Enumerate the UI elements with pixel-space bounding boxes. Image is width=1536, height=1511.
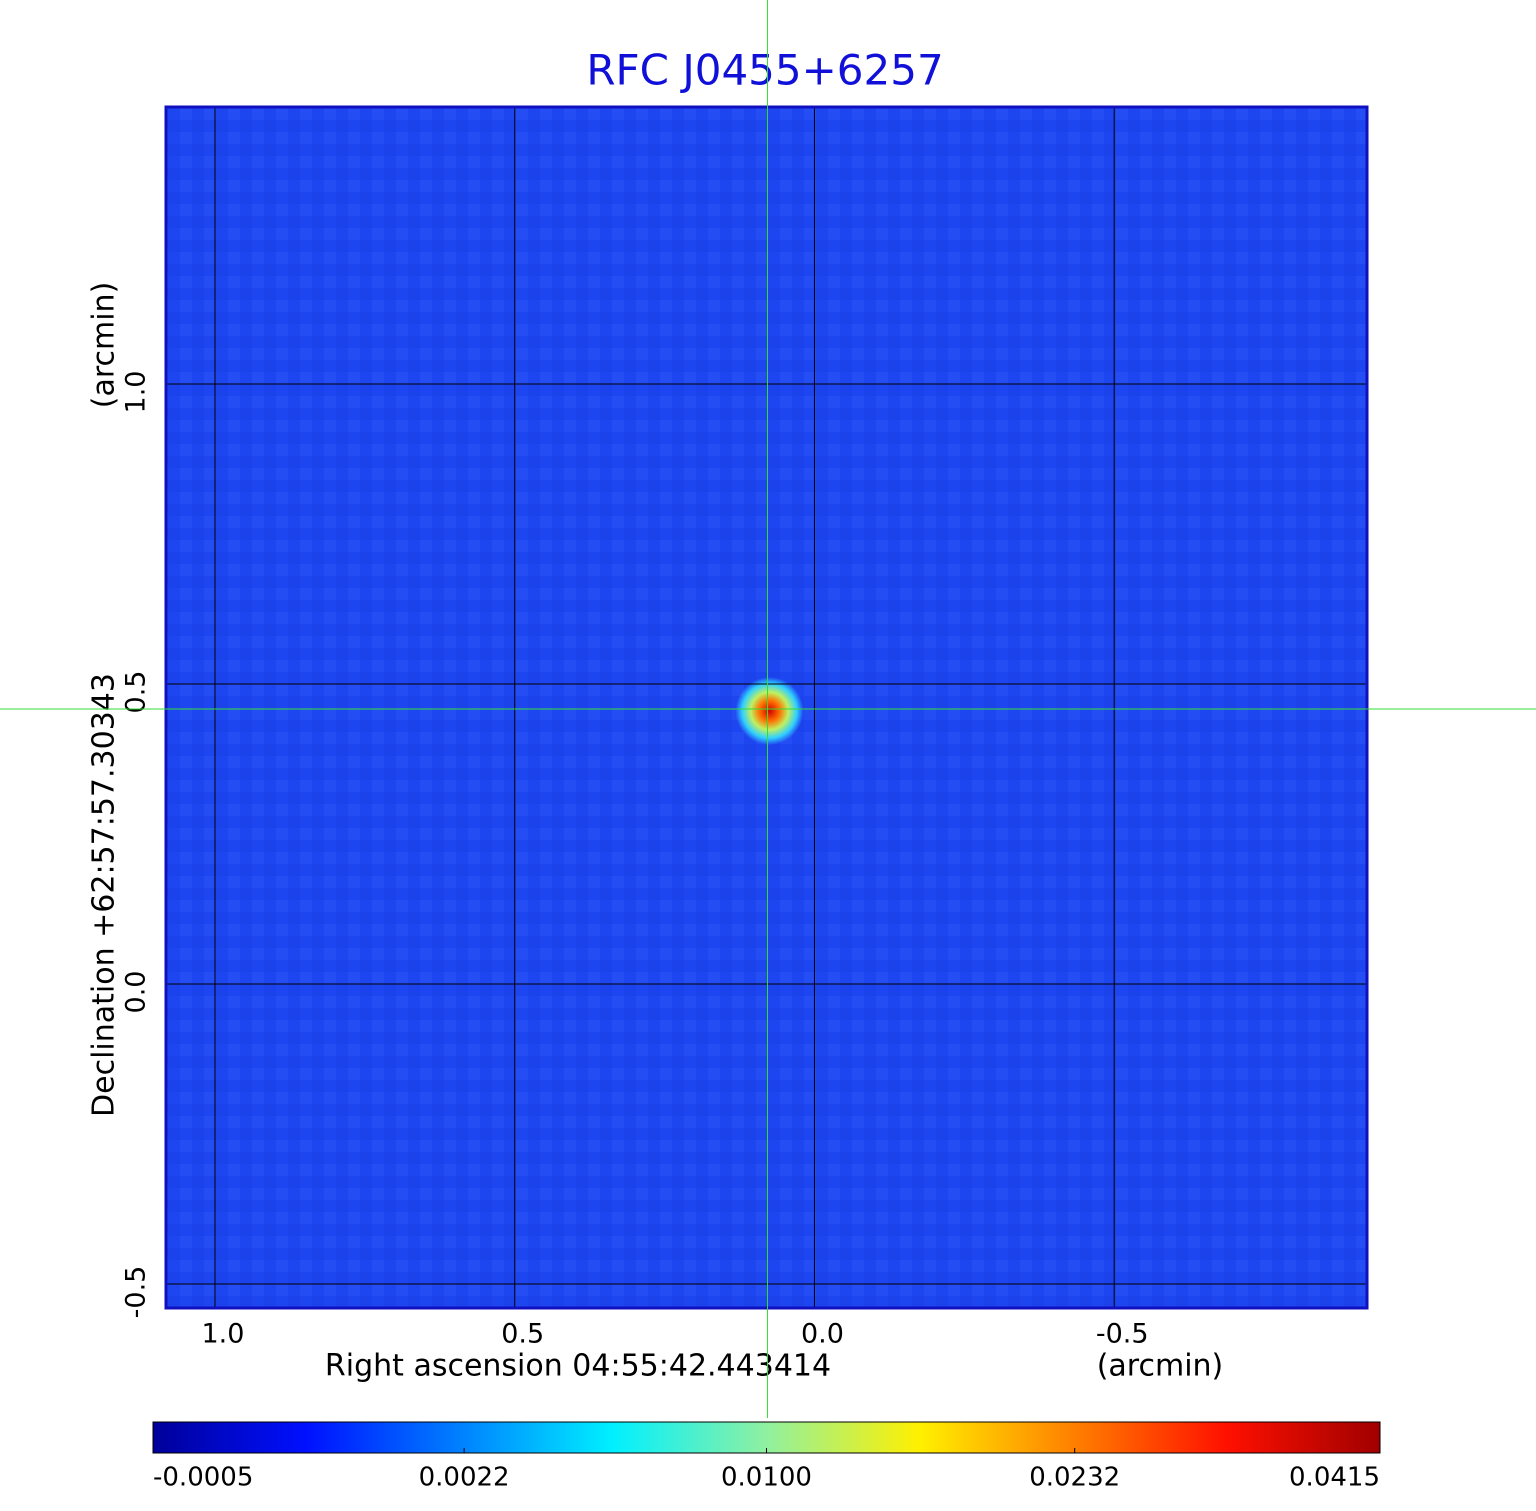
colorbar-tick-label: 0.0415 — [1289, 1463, 1380, 1493]
colorbar-tick-label: -0.0005 — [153, 1463, 253, 1493]
y-axis-label: Declination +62:57:57.30343 — [87, 673, 122, 1117]
chart-title: RFC J0455+6257 — [586, 46, 943, 95]
colorbar-tick-label: 0.0232 — [1029, 1463, 1120, 1493]
image-frame — [164, 105, 1369, 1310]
y-tick-label: 1.0 — [121, 371, 152, 414]
y-tick-label: 0.0 — [121, 971, 152, 1014]
colorbar-tick-label: 0.0100 — [721, 1463, 812, 1493]
colorbar-tick-label: 0.0022 — [419, 1463, 510, 1493]
source — [735, 677, 804, 746]
x-tick-label: 0.5 — [501, 1319, 544, 1350]
x-axis-label: Right ascension 04:55:42.443414 — [325, 1349, 831, 1384]
x-axis-unit: (arcmin) — [1097, 1349, 1224, 1384]
x-tick-label: 1.0 — [202, 1319, 245, 1350]
y-tick-label: -0.5 — [121, 1266, 152, 1319]
x-tick-label: 0.0 — [801, 1319, 844, 1350]
y-tick-label: 0.5 — [121, 671, 152, 714]
x-tick-label: -0.5 — [1096, 1319, 1149, 1350]
y-axis-unit: (arcmin) — [87, 282, 122, 409]
